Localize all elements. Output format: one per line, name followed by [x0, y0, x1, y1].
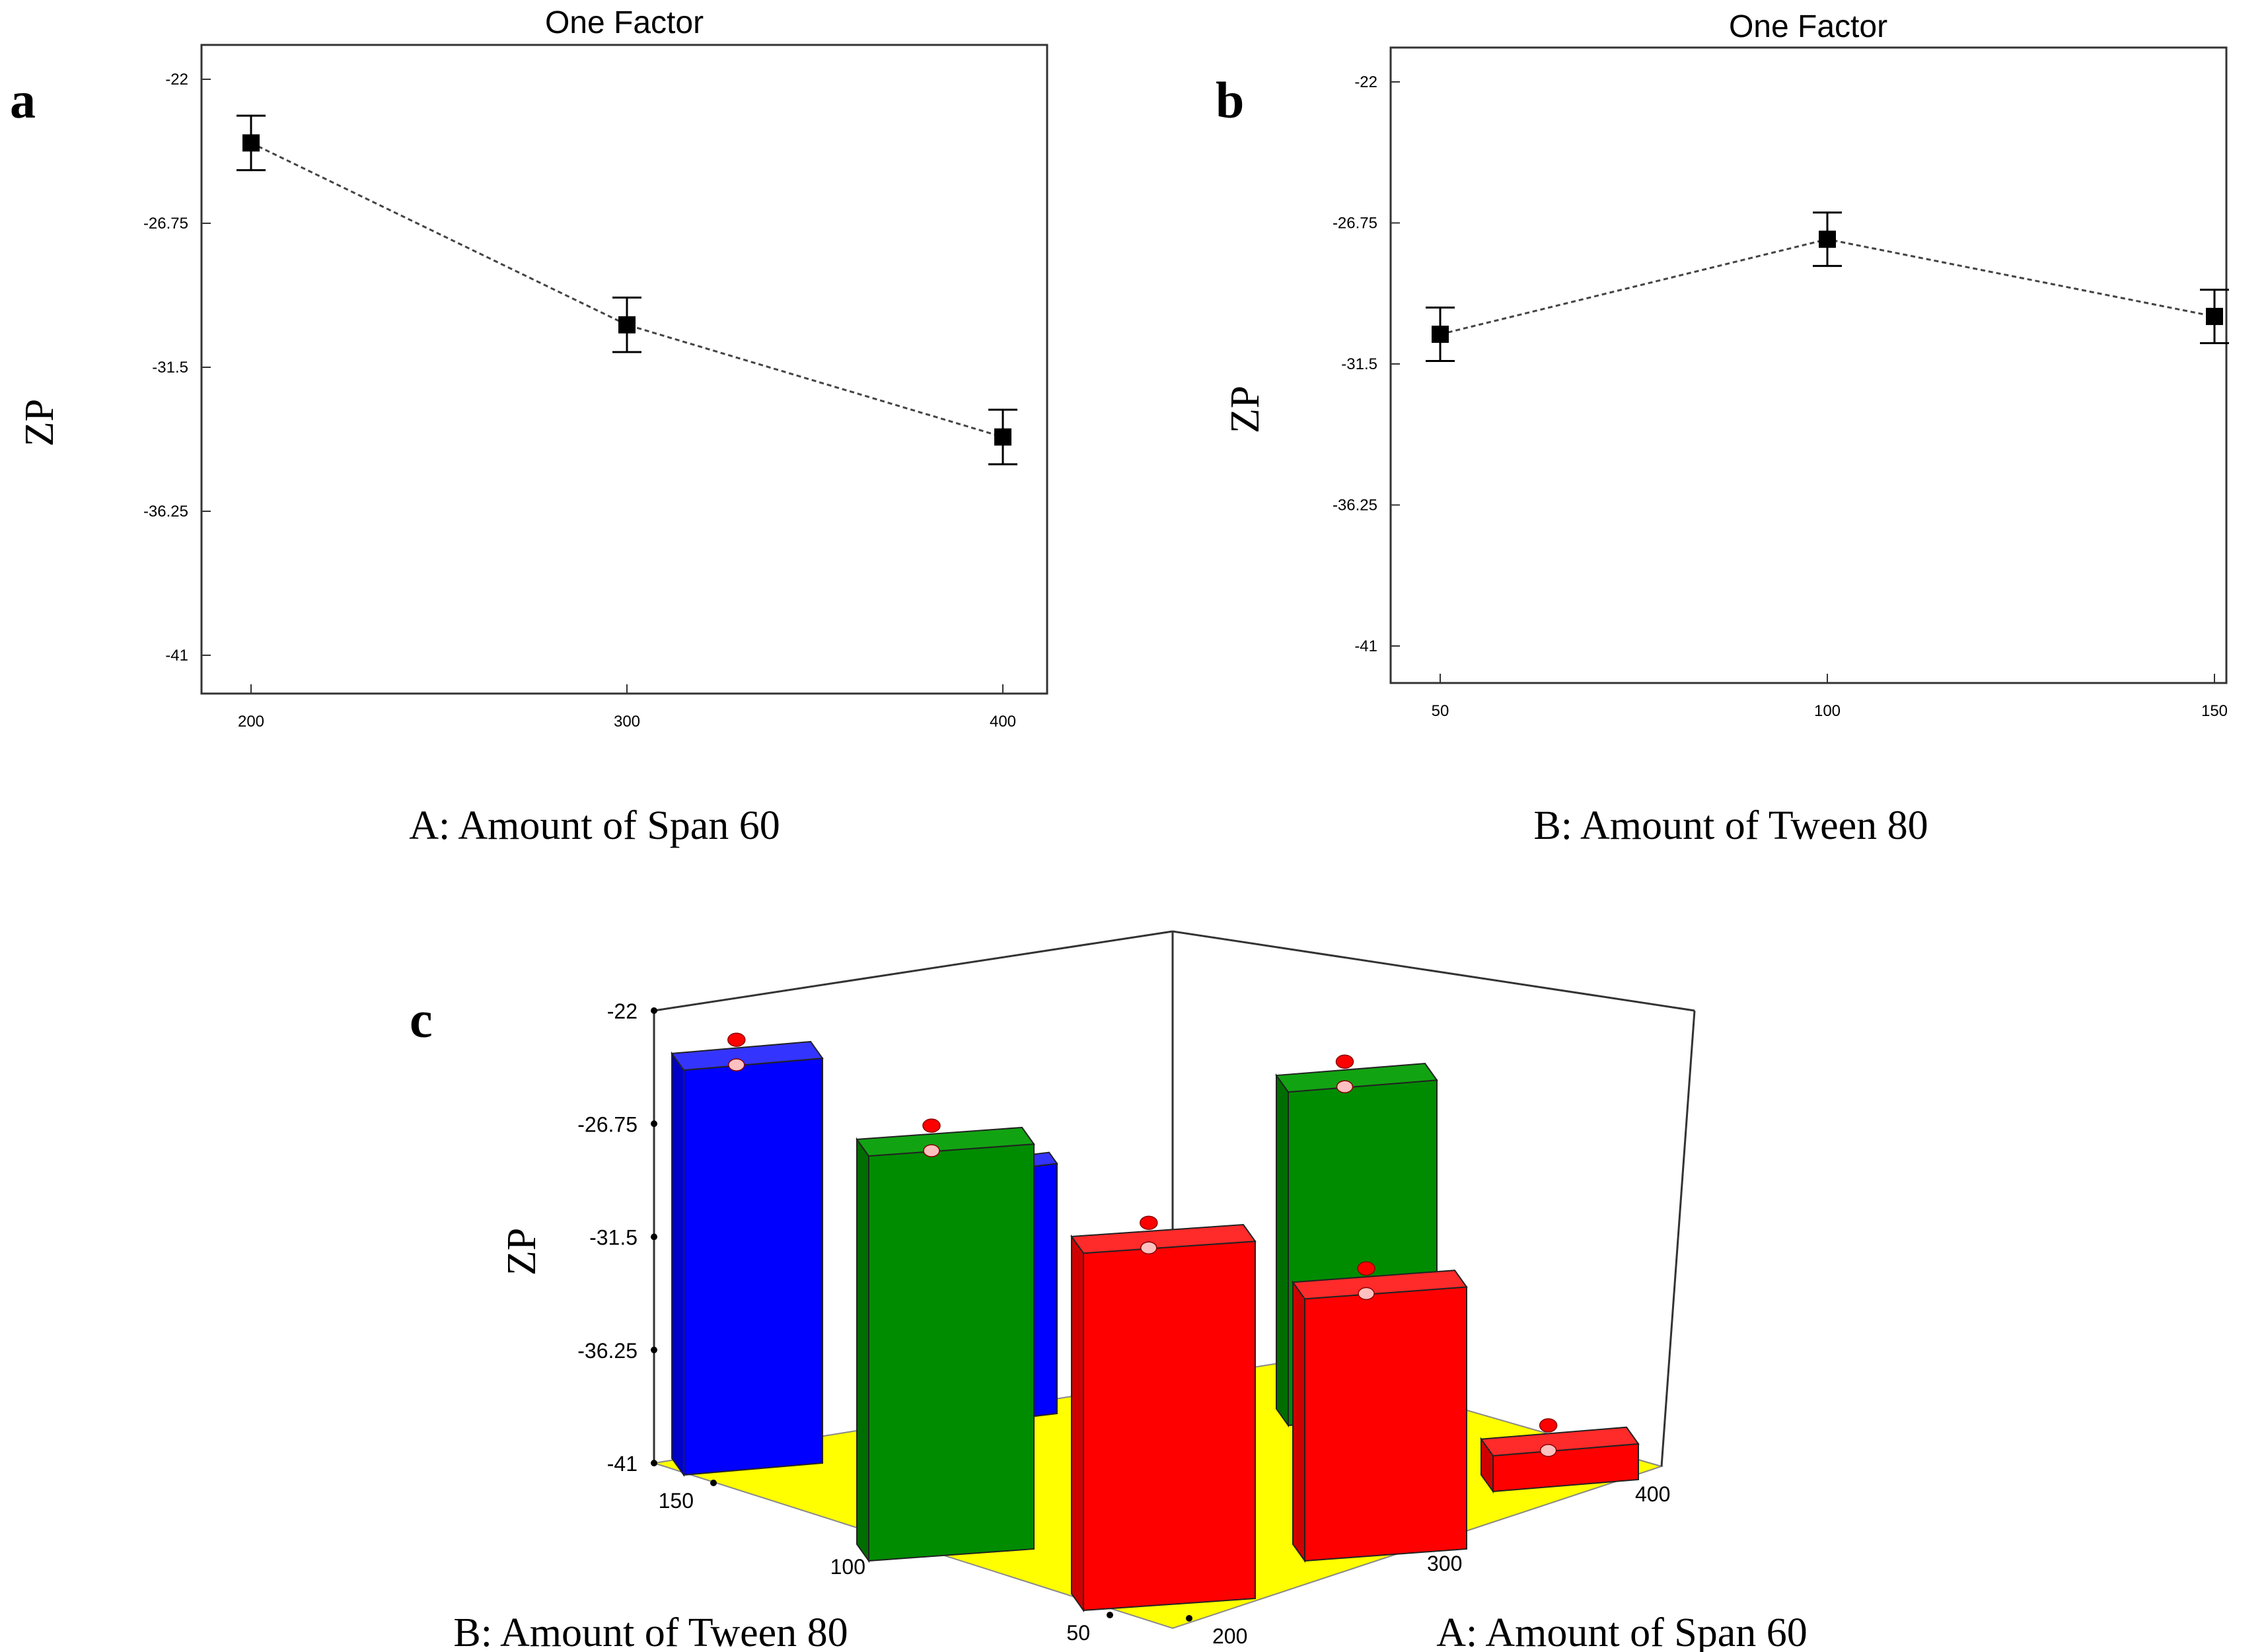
panel-c-z-tick-mark	[651, 1233, 657, 1240]
a-y-tick-label: -41	[165, 647, 188, 664]
b-y-tick-label: -26.75	[1333, 215, 1377, 233]
panel-c-x-tick-label: 300	[1427, 1552, 1462, 1575]
b-data-point	[1819, 231, 1836, 248]
panel-c-bar-side	[671, 1051, 684, 1478]
panel-a-y-axis-title: ZP	[17, 399, 62, 447]
a-y-tick-label: -31.5	[152, 359, 188, 377]
panel-c-z-tick-label: -26.75	[577, 1112, 638, 1136]
panel-b-y-axis-title: ZP	[1223, 386, 1268, 433]
panel-c-depth-tick-label: 150	[659, 1489, 694, 1513]
a-data-point	[994, 428, 1011, 446]
panel-c-depth-tick-mark	[1107, 1612, 1113, 1618]
panel-a-y-axis: -22 -26.75 -31.5 -36.25 -41	[143, 71, 211, 664]
panel-a-letter: a	[10, 71, 36, 129]
panel-c-bar-top	[856, 1126, 1035, 1157]
panel-c-z-tick-mark	[651, 1007, 657, 1014]
a-y-tick-label: -36.25	[143, 503, 188, 521]
panel-b-plot-frame	[1389, 46, 2228, 684]
panel-a-x-axis: 200 300 400	[238, 684, 1016, 731]
a-x-tick-label: 300	[614, 713, 640, 731]
panel-b-x-axis: 50 100 150	[1432, 674, 2228, 720]
panel-c-predicted-point	[1140, 1241, 1157, 1254]
panel-c-bar-side	[856, 1137, 869, 1563]
panel-c-bar-top	[1275, 1063, 1438, 1093]
panel-b: b One Factor ZP B: Amount of Tween 80 -2…	[1216, 9, 2229, 848]
panel-c-depth-tick-label: 50	[1066, 1621, 1090, 1645]
a-y-tick-label: -22	[165, 71, 188, 89]
panel-c-predicted-point	[923, 1144, 940, 1157]
b-x-tick-label: 100	[1814, 702, 1841, 720]
panel-c-depth-tick-label: 100	[830, 1555, 865, 1579]
panel-c-z-tick-label: -22	[607, 999, 638, 1023]
a-y-tick-label: -26.75	[143, 215, 188, 233]
b-y-tick-label: -36.25	[1333, 497, 1377, 515]
panel-c-bars	[671, 1032, 1640, 1613]
panel-c-bar-side	[1292, 1280, 1305, 1563]
panel-c-design-point	[1140, 1215, 1158, 1230]
panel-a: a One Factor ZP A: Amount of Span 60 -22…	[10, 5, 1048, 848]
a-data-point	[618, 316, 636, 334]
panel-c-z-tick-label: -31.5	[589, 1226, 638, 1250]
panel-c-design-point	[1335, 1054, 1354, 1069]
panel-c-box-edge	[1660, 1010, 1696, 1467]
panel-c-design-point	[727, 1032, 746, 1047]
panel-c-z-axis: -22 -26.75 -31.5 -36.25 -41	[577, 999, 657, 1476]
panel-c-bar-side	[1276, 1073, 1289, 1428]
panel-c-bar-side	[1071, 1234, 1084, 1613]
panel-c-design-point	[922, 1118, 941, 1133]
a-x-tick-label: 200	[238, 713, 264, 731]
panel-a-title: One Factor	[545, 5, 704, 40]
b-x-tick-label: 50	[1432, 702, 1449, 720]
panel-c-bar-front	[683, 1058, 823, 1476]
panel-c-design-point	[1539, 1418, 1558, 1433]
a-series-line	[250, 142, 1004, 438]
panel-c-letter: c	[410, 991, 433, 1048]
panel-b-series	[1426, 211, 2229, 363]
panel-c-depth-axis-title: B: Amount of Tween 80	[453, 1610, 848, 1652]
panel-c-bar-front	[1083, 1240, 1256, 1612]
panel-c-predicted-point	[728, 1058, 745, 1071]
panel-c-z-tick-mark	[651, 1460, 657, 1466]
panel-c-predicted-point	[1336, 1080, 1354, 1094]
panel-c-bar-front	[868, 1143, 1035, 1562]
panel-c-floor-axes: 150 100 50 200 300 400	[659, 1473, 1670, 1648]
panel-c: c ZP B: Amount of Tween 80 A: Amount of …	[410, 930, 1808, 1652]
panel-c-x-tick-label: 400	[1635, 1482, 1670, 1506]
panel-c-bar-top	[1480, 1426, 1640, 1456]
panel-a-series	[237, 114, 1017, 466]
panel-c-box-edge	[1172, 930, 1695, 1012]
b-x-tick-label: 150	[2201, 702, 2228, 720]
a-x-tick-label: 400	[990, 713, 1016, 731]
b-y-tick-label: -41	[1354, 637, 1377, 655]
panel-c-depth-tick-mark	[710, 1480, 717, 1486]
panel-b-letter: b	[1216, 71, 1244, 129]
panel-c-bar-front	[1304, 1286, 1467, 1562]
panel-c-box-edge	[653, 930, 1173, 1012]
panel-c-z-tick-mark	[651, 1346, 657, 1353]
panel-c-z-axis-title: ZP	[499, 1228, 544, 1275]
panel-b-x-axis-title: B: Amount of Tween 80	[1533, 803, 1928, 848]
a-data-point	[242, 134, 260, 152]
panel-c-z-tick-label: -41	[607, 1452, 638, 1476]
b-data-point	[2206, 308, 2223, 326]
panel-c-x-tick-label: 200	[1212, 1624, 1247, 1648]
panel-c-bar-top	[671, 1040, 824, 1071]
panel-c-design-point	[1357, 1261, 1375, 1276]
b-data-point	[1432, 326, 1449, 343]
panel-c-predicted-point	[1539, 1444, 1557, 1457]
panel-c-z-tick-mark	[651, 1120, 657, 1128]
panel-a-plot-frame	[200, 44, 1048, 695]
panel-c-x-axis-title: A: Amount of Span 60	[1436, 1610, 1807, 1652]
panel-c-x-tick-mark	[1186, 1615, 1192, 1622]
panel-c-bar-top	[1070, 1223, 1257, 1254]
panel-c-predicted-point	[1358, 1287, 1375, 1301]
panel-c-bar-top	[1292, 1270, 1468, 1300]
b-y-tick-label: -22	[1354, 73, 1377, 91]
panel-b-y-axis: -22 -26.75 -31.5 -36.25 -41	[1333, 73, 1400, 655]
b-y-tick-label: -31.5	[1341, 355, 1377, 373]
panel-b-title: One Factor	[1729, 9, 1887, 44]
panel-c-z-tick-label: -36.25	[577, 1339, 638, 1363]
panel-a-x-axis-title: A: Amount of Span 60	[409, 803, 780, 848]
